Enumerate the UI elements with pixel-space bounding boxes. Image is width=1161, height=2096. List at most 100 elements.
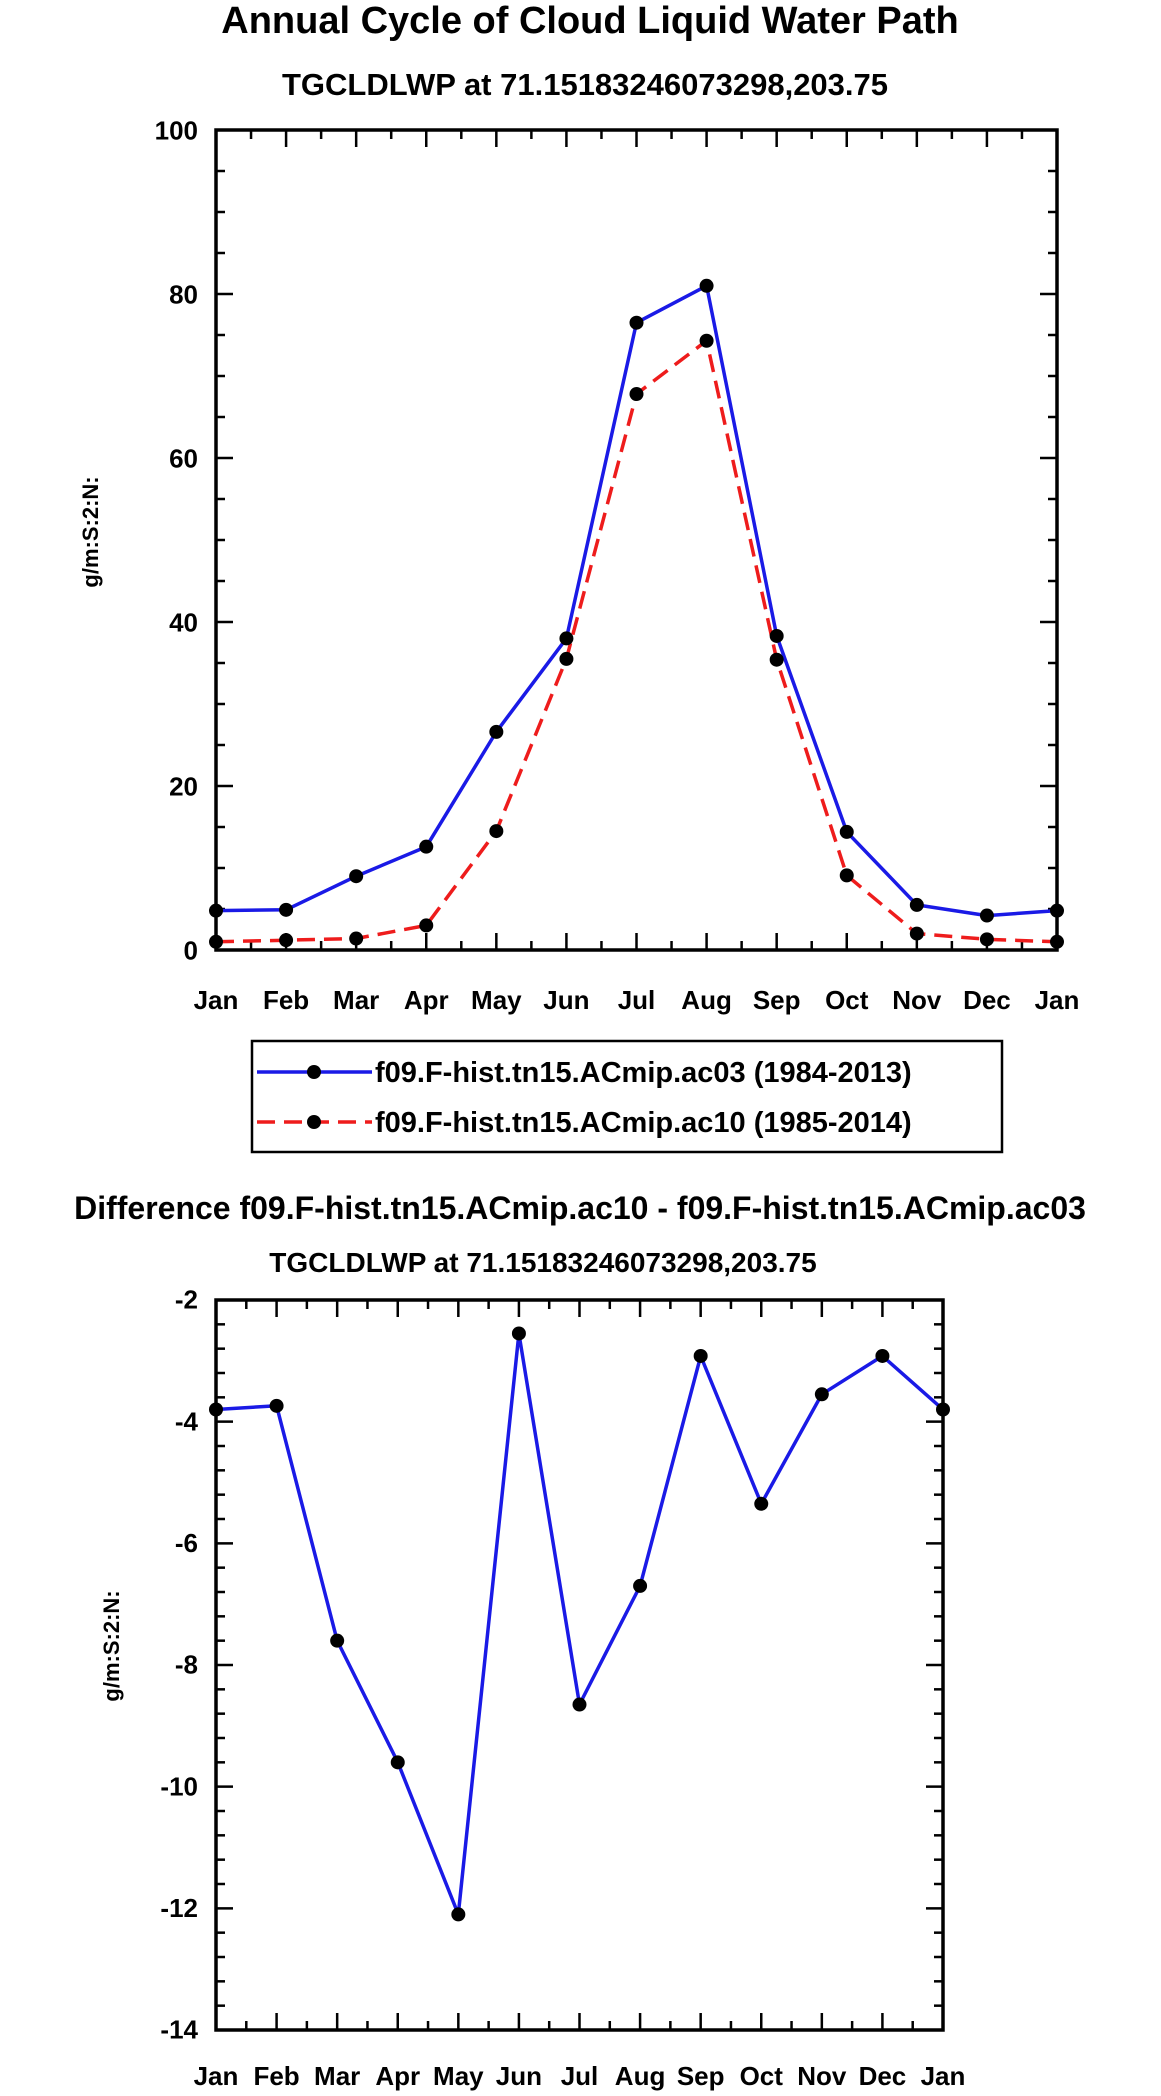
x-tick-label: Apr <box>375 2061 420 2091</box>
x-tick-label: Jul <box>618 985 656 1015</box>
x-tick-label: Dec <box>963 985 1011 1015</box>
y-tick-label: 100 <box>155 115 198 145</box>
chart1-axes <box>214 128 1059 952</box>
data-point-series-1 <box>451 1907 466 1922</box>
y-tick-label: -12 <box>160 1893 198 1923</box>
legend-label-series-2: f09.F-hist.tn15.ACmip.ac10 (1985-2014) <box>375 1107 912 1139</box>
data-point-series-1 <box>209 1402 223 1417</box>
x-tick-label: Aug <box>615 2061 666 2091</box>
data-point-series-1 <box>693 1348 708 1363</box>
data-point-series-2 <box>209 934 223 949</box>
y-tick-label: 60 <box>169 443 198 473</box>
x-tick-label: Jan <box>194 2061 239 2091</box>
x-tick-label: Oct <box>740 2061 784 2091</box>
chart2-title: Difference f09.F-hist.tn15.ACmip.ac10 - … <box>74 1190 1086 1226</box>
data-point-series-2 <box>279 933 294 948</box>
chart2-axes <box>214 1298 945 2032</box>
difference-chart: Difference f09.F-hist.tn15.ACmip.ac10 - … <box>74 1190 1086 2091</box>
chart2-subtitle: TGCLDLWP at 71.15183246073298,203.75 <box>269 1247 816 1278</box>
x-tick-label: May <box>433 2061 484 2091</box>
x-tick-label: Jul <box>561 2061 599 2091</box>
data-point-series-1 <box>979 908 994 923</box>
y-tick-label: -2 <box>175 1285 198 1315</box>
data-point-series-1 <box>572 1697 587 1712</box>
x-tick-label: Nov <box>797 2061 847 2091</box>
y-tick-label: 40 <box>169 607 198 637</box>
x-tick-label: Jun <box>496 2061 542 2091</box>
legend-label-series-1: f09.F-hist.tn15.ACmip.ac03 (1984-2013) <box>375 1057 912 1089</box>
data-point-series-2 <box>699 333 714 348</box>
chart1-series-lines <box>215 284 1058 944</box>
x-tick-label: May <box>471 985 522 1015</box>
x-tick-label: Feb <box>253 2061 299 2091</box>
y-tick-label: 0 <box>184 935 198 965</box>
data-point-series-2 <box>839 868 854 883</box>
c1-plot-frame <box>214 128 1059 952</box>
data-point-series-1 <box>875 1348 890 1363</box>
chart2-series-lines <box>215 1331 945 1917</box>
chart1-subtitle: TGCLDLWP at 71.15183246073298,203.75 <box>282 67 888 102</box>
data-point-series-2 <box>769 652 784 667</box>
y-tick-label: 80 <box>169 279 198 309</box>
chart2-y-tick-labels: -14 -12 -10 -8 -6 -4 -2 <box>160 1285 198 2045</box>
chart1-title: Annual Cycle of Cloud Liquid Water Path <box>221 0 959 42</box>
y-tick-label: -6 <box>175 1528 198 1558</box>
annual-cycle-chart: Annual Cycle of Cloud Liquid Water Path … <box>78 0 1080 1154</box>
data-point-series-1 <box>390 1755 405 1770</box>
chart2-y-axis-label: g/m:S:2:N: <box>99 1590 124 1701</box>
data-point-series-1 <box>349 869 364 884</box>
data-point-series-2 <box>489 824 504 839</box>
x-tick-label: Mar <box>314 2061 360 2091</box>
x-tick-label: Jan <box>194 985 239 1015</box>
y-tick-label: 20 <box>169 771 198 801</box>
data-point-series-1 <box>1050 903 1064 918</box>
data-point-series-1 <box>629 315 644 330</box>
data-point-series-1 <box>839 824 854 839</box>
data-point-series-2 <box>559 651 574 666</box>
data-point-series-1 <box>269 1398 284 1413</box>
data-point-series-2 <box>629 387 644 402</box>
chart2-data-points <box>209 1326 950 1922</box>
data-point-series-1 <box>909 897 924 912</box>
data-point-series-1 <box>814 1387 829 1402</box>
x-tick-label: Sep <box>753 985 801 1015</box>
x-tick-label: Oct <box>825 985 869 1015</box>
legend-marker-series-2 <box>307 1115 321 1129</box>
data-point-series-1 <box>699 278 714 293</box>
y-tick-label: -8 <box>175 1650 198 1680</box>
chart1-data-points <box>209 278 1064 949</box>
data-point-series-2 <box>979 932 994 947</box>
data-point-series-1 <box>633 1578 648 1593</box>
x-tick-label: Apr <box>404 985 449 1015</box>
chart1-x-tick-labels: Jan Feb Mar Apr May Jun Jul Aug Sep Oct Nov Dec Jan <box>194 985 1080 1015</box>
y-tick-label: -10 <box>160 1771 198 1801</box>
data-point-series-1 <box>489 724 504 739</box>
y-tick-label: -14 <box>160 2015 198 2045</box>
x-tick-label: Sep <box>677 2061 725 2091</box>
data-point-series-2 <box>909 926 924 941</box>
series-line-1 <box>215 284 1058 918</box>
data-point-series-1 <box>559 631 574 646</box>
legend-box <box>250 1039 1004 1154</box>
x-tick-label: Feb <box>263 985 309 1015</box>
x-tick-label: Jan <box>921 2061 966 2091</box>
data-point-series-2 <box>419 918 434 933</box>
x-tick-label: Nov <box>892 985 942 1015</box>
chart2-x-tick-labels: Jan Feb Mar Apr May Jun Jul Aug Sep Oct Nov Dec Jan <box>194 2061 966 2091</box>
c2-plot-frame <box>214 1298 945 2032</box>
data-point-series-1 <box>511 1326 526 1341</box>
data-point-series-2 <box>1050 934 1064 949</box>
data-point-series-1 <box>769 628 784 643</box>
x-tick-label: Jun <box>543 985 589 1015</box>
data-point-series-2 <box>349 931 364 946</box>
data-point-series-1 <box>330 1633 345 1648</box>
chart1-y-tick-labels: 0 20 40 60 80 100 <box>155 115 198 965</box>
data-point-series-1 <box>209 903 223 918</box>
data-point-series-1 <box>754 1496 769 1511</box>
data-point-series-1 <box>936 1402 950 1417</box>
x-tick-label: Aug <box>681 985 732 1015</box>
y-tick-label: -4 <box>175 1406 199 1436</box>
x-tick-label: Mar <box>333 985 379 1015</box>
legend-marker-series-1 <box>307 1065 321 1079</box>
chart1-y-axis-label: g/m:S:2:N: <box>78 476 103 587</box>
